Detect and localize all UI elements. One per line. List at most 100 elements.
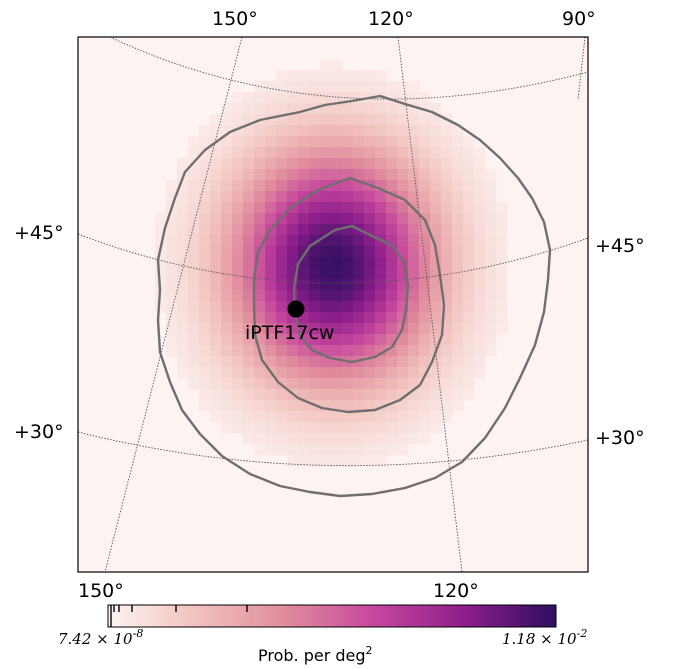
heatmap-pixel	[441, 191, 453, 203]
heatmap-pixel	[441, 378, 453, 390]
heatmap-pixel	[232, 257, 244, 269]
ra-line-150	[104, 37, 243, 572]
heatmap-pixel	[199, 180, 211, 192]
heatmap-pixel	[485, 257, 497, 269]
heatmap-pixel	[199, 257, 211, 269]
heatmap-pixel	[309, 389, 321, 401]
heatmap-pixel	[243, 180, 255, 192]
event-marker: iPTF17cw	[245, 300, 334, 344]
heatmap-pixel	[276, 147, 288, 159]
heatmap-pixel	[474, 213, 486, 225]
heatmap-pixel	[276, 257, 288, 269]
heatmap-pixel	[309, 411, 321, 423]
heatmap-pixel	[243, 103, 255, 115]
heatmap-pixel	[265, 268, 277, 280]
heatmap-pixel	[364, 114, 376, 126]
heatmap-pixel	[386, 356, 398, 368]
heatmap-pixel	[309, 114, 321, 126]
heatmap-pixel	[408, 246, 420, 258]
heatmap-pixel	[210, 257, 222, 269]
heatmap-pixel	[342, 323, 354, 335]
top-ra-label-90: 90°	[562, 8, 596, 30]
heatmap-pixel	[232, 268, 244, 280]
heatmap-pixel	[474, 246, 486, 258]
heatmap-pixel	[298, 356, 310, 368]
heatmap-pixel	[287, 224, 299, 236]
heatmap-pixel	[386, 180, 398, 192]
heatmap-pixel	[265, 213, 277, 225]
heatmap-pixel	[353, 290, 365, 302]
heatmap-pixel	[254, 191, 266, 203]
heatmap-pixel	[408, 158, 420, 170]
heatmap-pixel	[452, 334, 464, 346]
heatmap-pixel	[386, 433, 398, 445]
heatmap-pixel	[243, 422, 255, 434]
heatmap-pixel	[287, 422, 299, 434]
heatmap-pixel	[474, 301, 486, 313]
heatmap-pixel	[375, 356, 387, 368]
heatmap-pixel	[320, 103, 332, 115]
heatmap-pixel	[265, 378, 277, 390]
heatmap-pixel	[243, 235, 255, 247]
heatmap-pixel	[397, 290, 409, 302]
heatmap-pixel	[441, 224, 453, 236]
heatmap-pixel	[331, 356, 343, 368]
heatmap-pixel	[287, 169, 299, 181]
heatmap-pixel	[441, 389, 453, 401]
heatmap-pixel	[353, 257, 365, 269]
heatmap-pixel	[364, 422, 376, 434]
heatmap-pixel	[188, 257, 200, 269]
heatmap-pixel	[375, 367, 387, 379]
heatmap-pixel	[342, 290, 354, 302]
heatmap-pixel	[463, 224, 475, 236]
heatmap-pixel	[199, 268, 211, 280]
heatmap-pixel	[265, 312, 277, 324]
heatmap-pixel	[342, 136, 354, 148]
heatmap-pixel	[353, 202, 365, 214]
colorbar-ticks	[110, 605, 248, 627]
heatmap-pixel	[320, 400, 332, 412]
heatmap-pixel	[287, 367, 299, 379]
heatmap-pixel	[243, 158, 255, 170]
heatmap-pixel	[221, 202, 233, 214]
colorbar-gradient	[107, 604, 557, 628]
heatmap-pixel	[375, 323, 387, 335]
heatmap-pixel	[210, 180, 222, 192]
heatmap-pixel	[386, 389, 398, 401]
heatmap-pixel	[188, 169, 200, 181]
heatmap-pixel	[386, 334, 398, 346]
heatmap-pixel	[353, 367, 365, 379]
heatmap-pixel	[342, 301, 354, 313]
heatmap-pixel	[287, 444, 299, 456]
heatmap-pixel	[386, 268, 398, 280]
heatmap-pixel	[397, 411, 409, 423]
heatmap-pixel	[441, 290, 453, 302]
heatmap-pixel	[276, 103, 288, 115]
colorbar: 7.42 × 10-8 1.18 × 10-2 Prob. per deg2	[58, 604, 587, 665]
heatmap-pixel	[276, 81, 288, 93]
heatmap-pixel	[199, 224, 211, 236]
heatmap-pixel	[375, 191, 387, 203]
heatmap-pixel	[177, 279, 189, 291]
heatmap-pixel	[298, 279, 310, 291]
heatmap-pixel	[298, 235, 310, 247]
heatmap-pixel	[419, 378, 431, 390]
heatmap-pixel	[353, 235, 365, 247]
heatmap-pixel	[419, 290, 431, 302]
heatmap-pixel	[408, 268, 420, 280]
heatmap-pixel	[353, 158, 365, 170]
heatmap-pixel	[232, 114, 244, 126]
heatmap-pixel	[188, 312, 200, 324]
heatmap-pixel	[441, 136, 453, 148]
heatmap-pixel	[276, 400, 288, 412]
heatmap-pixel	[386, 367, 398, 379]
heatmap-pixel	[243, 169, 255, 181]
heatmap-pixel	[408, 334, 420, 346]
heatmap-pixel	[342, 147, 354, 159]
heatmap-pixel	[397, 356, 409, 368]
heatmap-pixel	[243, 114, 255, 126]
heatmap-pixel	[430, 312, 442, 324]
heatmap-pixel	[386, 246, 398, 258]
heatmap-pixel	[243, 367, 255, 379]
heatmap-pixel	[397, 213, 409, 225]
